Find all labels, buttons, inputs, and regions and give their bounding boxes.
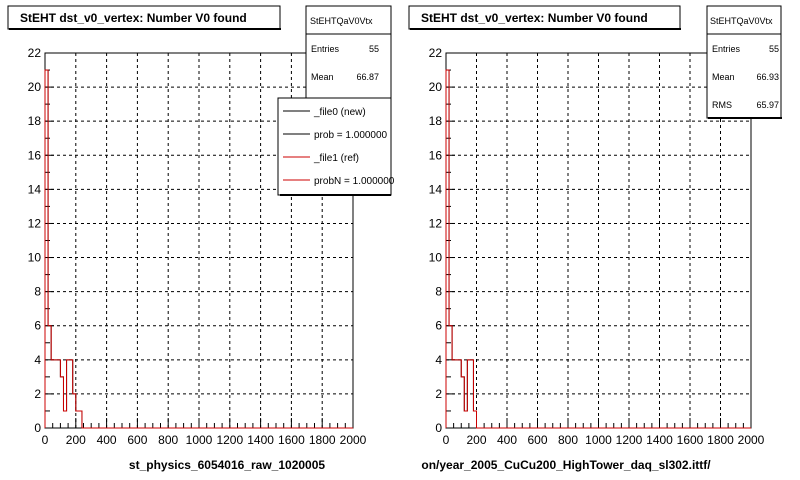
x-axis-2: 0 200 400 600 800 1000 1200 1400 1600 1800 2000: [443, 418, 765, 447]
x-tick-label: 2000: [738, 433, 765, 447]
x-tick-label: 1800: [309, 433, 336, 447]
y-tick-label: 12: [429, 216, 443, 230]
x-tick-label: 400: [497, 433, 517, 447]
histogram-line-ref: [44, 69, 353, 429]
stats-value-2-entries: 55: [769, 44, 779, 54]
x-tick-label: 1600: [677, 433, 704, 447]
chart-title-2: StEHT dst_v0_vertex: Number V0 found: [421, 11, 648, 25]
y-tick-label: 12: [28, 216, 42, 230]
y-tick-label: 2: [34, 387, 41, 401]
stats-label-2-rms: RMS: [712, 100, 732, 110]
y-tick-label: 16: [429, 148, 443, 162]
stats-value-1-entries: 55: [369, 44, 379, 54]
x-tick-label: 1400: [247, 433, 274, 447]
stats-value-1-mean: 66.87: [356, 72, 379, 82]
x-tick-label: 800: [558, 433, 578, 447]
x-tick-label: 400: [97, 433, 117, 447]
y-tick-label: 20: [28, 80, 42, 94]
y-tick-label: 10: [429, 251, 443, 265]
x-tick-label: 800: [158, 433, 178, 447]
x-tick-label: 0: [443, 433, 450, 447]
stats-box-2: StEHTQaV0Vtx Entries 55 Mean 66.93 RMS 6…: [706, 5, 782, 119]
y-tick-label: 6: [435, 319, 442, 333]
x-tick-label: 200: [66, 433, 86, 447]
x-tick-label: 600: [127, 433, 147, 447]
y-tick-label: 8: [435, 285, 442, 299]
panel-1: 0 200 400 600 800 1000 1200 1400 1600 1800 2000 0 2…: [7, 5, 395, 472]
x-tick-label: 0: [42, 433, 49, 447]
y-tick-label: 14: [28, 182, 42, 196]
title-box-2: StEHT dst_v0_vertex: Number V0 found: [408, 5, 681, 30]
plot-area-2: 0 200 400 600 800 1000 1200 1400 1600 1800 2000 02…: [429, 46, 765, 447]
legend-label-1-2: _file1 (ref): [313, 153, 359, 164]
footer-label-2: on/year_2005_CuCu200_HighTower_daq_sl302…: [421, 458, 711, 472]
legend-label-1-3: probN = 1.000000: [314, 176, 395, 187]
legend-label-1-1: prob = 1.000000: [314, 130, 388, 141]
x-tick-label: 600: [527, 433, 547, 447]
y-tick-label: 18: [429, 114, 443, 128]
y-tick-label: 0: [34, 421, 41, 435]
x-tick-label: 1200: [216, 433, 243, 447]
stats-value-2-mean: 66.93: [756, 72, 779, 82]
stats-label-2-entries: Entries: [712, 44, 741, 54]
y-tick-label: 14: [429, 182, 443, 196]
stats-label-2-mean: Mean: [712, 72, 735, 82]
y-tick-label: 0: [435, 421, 442, 435]
x-tick-label: 200: [466, 433, 486, 447]
legend-box-1: _file0 (new) prob = 1.000000 _file1 (ref…: [277, 97, 395, 196]
x-tick-label: 1800: [707, 433, 734, 447]
y-tick-label: 22: [429, 46, 443, 60]
y-tick-label: 2: [435, 387, 442, 401]
y-tick-label: 16: [28, 148, 42, 162]
y-tick-label: 6: [34, 319, 41, 333]
y-tick-label: 4: [34, 353, 41, 367]
y-tick-label: 22: [28, 46, 42, 60]
y-tick-label: 10: [28, 251, 42, 265]
stats-value-2-rms: 65.97: [756, 100, 779, 110]
grid-2: [446, 53, 751, 428]
histogram-series-2: [445, 69, 751, 429]
panel-2: 0 200 400 600 800 1000 1200 1400 1600 1800 2000 02…: [408, 5, 782, 472]
stats-label-1-mean: Mean: [311, 72, 334, 82]
x-tick-label: 2000: [340, 433, 367, 447]
histogram-series-1: [44, 69, 353, 429]
y-axis-2: 0 2 4 6 8 10 12 14 16 18 20 22: [429, 46, 455, 435]
y-tick-label: 8: [34, 285, 41, 299]
y-axis-1: 0 2 4 6 8 10 12 14 16 18 20 22: [28, 46, 54, 435]
footer-label-1: st_physics_6054016_raw_1020005: [129, 458, 325, 472]
x-tick-label: 1000: [186, 433, 213, 447]
chart-title-1: StEHT dst_v0_vertex: Number V0 found: [20, 11, 247, 25]
x-axis-1: 0 200 400 600 800 1000 1200 1400 1600 1800 2000: [42, 418, 367, 447]
x-tick-label: 1200: [616, 433, 643, 447]
stats-name-2: StEHTQaV0Vtx: [710, 16, 773, 26]
x-tick-label: 1000: [585, 433, 612, 447]
y-tick-label: 20: [429, 80, 443, 94]
title-box-1: StEHT dst_v0_vertex: Number V0 found: [7, 5, 281, 30]
y-tick-label: 18: [28, 114, 42, 128]
stats-label-1-entries: Entries: [311, 44, 340, 54]
y-tick-label: 4: [435, 353, 442, 367]
stats-name-1: StEHTQaV0Vtx: [310, 16, 373, 26]
x-tick-label: 1600: [278, 433, 305, 447]
legend-label-1-0: _file0 (new): [313, 107, 366, 118]
x-tick-label: 1400: [646, 433, 673, 447]
histogram-line-ref: [445, 69, 751, 429]
